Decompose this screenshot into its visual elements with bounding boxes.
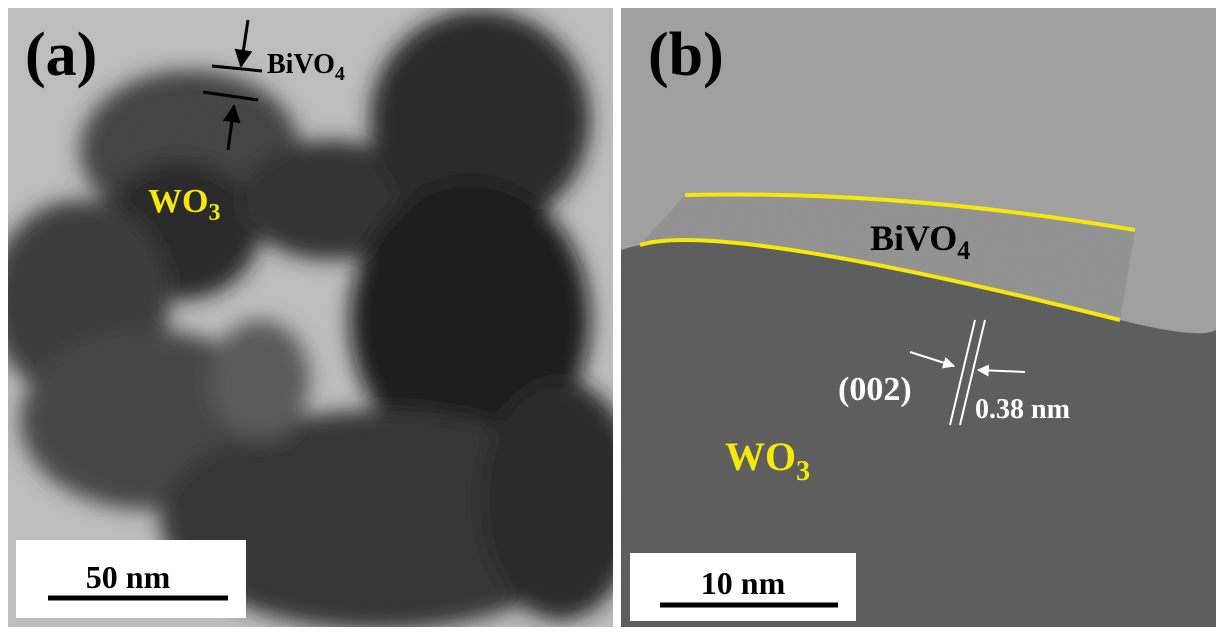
figure: (a) BiVO4 WO3 50 nm (b) BiVO4 (002) 0.38… <box>0 0 1222 632</box>
shell-label: BiVO4 <box>267 49 345 85</box>
core-text: WO <box>148 183 208 220</box>
scale-label: 10 nm <box>701 565 786 601</box>
shell-text: BiVO <box>870 218 957 258</box>
shell-sub: 4 <box>957 236 970 265</box>
scale-label: 50 nm <box>86 559 171 595</box>
spacing-label: 0.38 nm <box>975 394 1070 425</box>
panel-label: (b) <box>648 21 724 89</box>
shell-label: BiVO4 <box>870 218 970 265</box>
plane-label: (002) <box>838 371 912 408</box>
panel-b-image <box>621 8 1216 627</box>
core-sub: 3 <box>796 456 810 487</box>
shell-text: BiVO <box>267 49 335 80</box>
panel-label: (a) <box>25 21 97 89</box>
shell-sub: 4 <box>335 63 345 85</box>
panel-a-image <box>0 8 640 630</box>
core-sub: 3 <box>208 200 220 226</box>
core-text: WO <box>725 434 796 479</box>
